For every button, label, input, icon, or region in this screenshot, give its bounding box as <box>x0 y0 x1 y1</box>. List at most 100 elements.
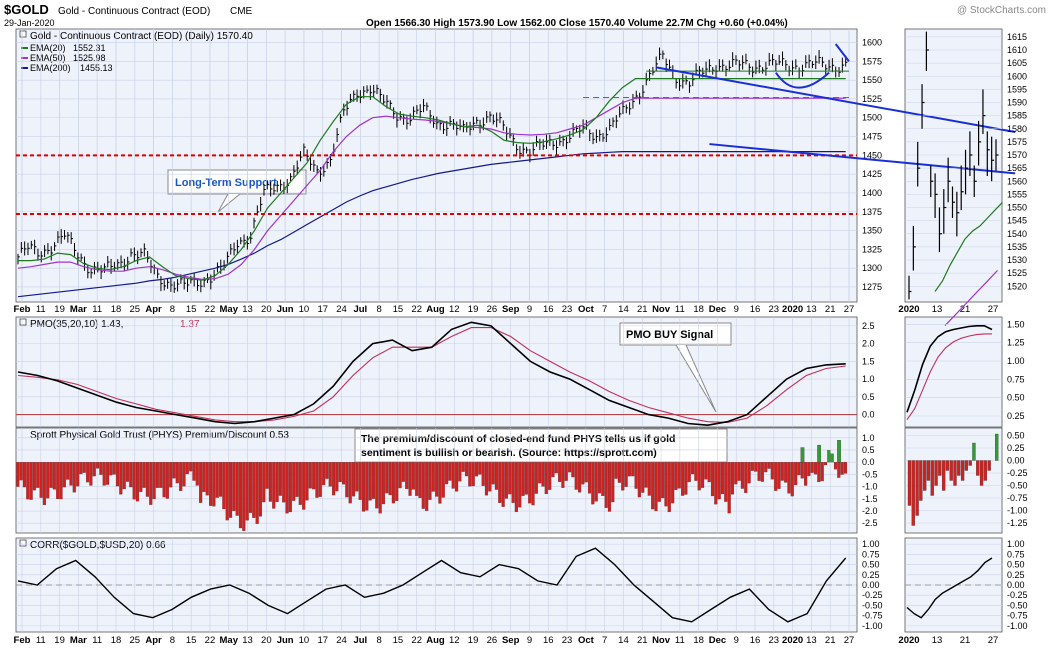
premium-bar <box>282 462 286 503</box>
x-tick-label: 12 <box>449 304 460 315</box>
x-tick-label: 18 <box>111 635 122 646</box>
premium-bar-zoom <box>915 460 919 516</box>
channel-upper-line <box>656 66 1016 134</box>
premium-bar-zoom <box>934 460 938 486</box>
premium-bar <box>767 462 771 469</box>
premium-bar <box>574 462 578 490</box>
premium-bar <box>361 462 366 512</box>
legend-ema200-value: 1455.13 <box>80 63 113 73</box>
y-tick-label: 1525 <box>862 94 882 104</box>
premium-bar <box>255 462 259 524</box>
premium-bar <box>541 462 545 487</box>
premium-bar <box>720 462 725 495</box>
x-tick-label: 19 <box>468 635 479 646</box>
x-tick-label: 18 <box>111 304 122 315</box>
premium-bar <box>498 462 502 503</box>
premium-bar <box>142 462 146 488</box>
premium-bar <box>122 462 126 490</box>
premium-bar <box>341 462 346 485</box>
premium-bar <box>704 462 708 480</box>
x-tick-label: 11 <box>36 304 46 315</box>
x-tick-label: 9 <box>734 304 739 315</box>
y-tick-label: -1.0 <box>862 482 878 492</box>
x-tick-label: 22 <box>411 304 422 315</box>
x-tick-label-zoom: 21 <box>960 635 971 646</box>
x-tick-label: 25 <box>129 304 140 315</box>
premium-bar <box>724 462 728 502</box>
cup-arc <box>775 71 830 89</box>
y-tick-label: 1475 <box>862 132 882 142</box>
premium-bar <box>617 462 622 483</box>
y-tick-label-zoom: 1575 <box>1007 137 1027 147</box>
ema200-line <box>17 151 846 298</box>
x-tick-label: Feb <box>14 635 31 646</box>
y-tick-label-zoom: 0.00 <box>1007 456 1025 466</box>
x-tick-label: 22 <box>205 304 216 315</box>
y-tick-label: 1275 <box>862 282 882 292</box>
premium-bar <box>405 462 409 489</box>
premium-bar <box>604 462 608 508</box>
premium-bar-zoom <box>983 460 987 481</box>
x-tick-label-zoom: 27 <box>988 304 999 315</box>
y-tick-label: 1425 <box>862 169 882 179</box>
x-tick-label: 2020 <box>782 635 803 646</box>
premium-bar <box>667 462 671 513</box>
premium-bar <box>531 462 535 506</box>
premium-bar <box>245 462 249 521</box>
x-tick-label: 23 <box>562 635 573 646</box>
panel-price-main <box>15 28 858 303</box>
premium-bar <box>611 462 615 503</box>
premium-bar <box>332 462 336 496</box>
x-tick-label: 22 <box>205 635 216 646</box>
y-tick-label-zoom: -0.75 <box>1007 611 1028 621</box>
y-tick-label-zoom: -1.00 <box>1007 506 1028 516</box>
premium-bar <box>607 462 612 512</box>
x-tick-label: Jun <box>277 635 294 646</box>
x-tick-label: Jul <box>353 304 367 315</box>
y-tick-label-zoom: -1.25 <box>1007 518 1028 528</box>
premium-bar <box>780 462 784 481</box>
premium-bar <box>627 462 631 477</box>
premium-bar <box>820 462 824 482</box>
premium-bar <box>518 462 522 508</box>
premium-bar <box>285 462 289 514</box>
y-tick-label-zoom: -0.25 <box>1007 590 1028 600</box>
x-tick-label: 8 <box>170 635 175 646</box>
y-tick-label-zoom: 1.00 <box>1007 356 1025 366</box>
premium-note: The premium/discount of closed-end fund … <box>354 428 728 463</box>
premium-bar <box>425 462 429 511</box>
premium-bar <box>514 462 518 513</box>
premium-bar <box>577 462 582 493</box>
premium-bar <box>644 462 648 488</box>
premium-bar <box>312 462 316 490</box>
y-tick-label: 1600 <box>862 38 882 48</box>
premium-bar <box>162 462 166 498</box>
x-tick-label: 11 <box>675 304 685 315</box>
x-tick-label: 17 <box>317 635 328 646</box>
premium-bar <box>348 462 352 504</box>
premium-bar <box>199 462 203 503</box>
price-title: Gold - Continuous Contract (EOD) (Daily)… <box>30 31 253 42</box>
premium-bar <box>634 462 638 489</box>
premium-bar-zoom <box>960 460 965 481</box>
premium-bar <box>740 462 744 489</box>
y-tick-label: -0.25 <box>862 590 883 600</box>
premium-bar <box>581 462 585 485</box>
x-tick-label: 10 <box>299 304 310 315</box>
premium-bar <box>145 462 149 497</box>
premium-bar <box>511 462 515 503</box>
premium-bar <box>39 462 43 498</box>
x-tick-label: 11 <box>675 635 685 646</box>
premium-bar <box>179 462 183 491</box>
x-tick-label: 7 <box>602 635 607 646</box>
premium-bar <box>295 462 299 497</box>
premium-bar <box>750 462 754 471</box>
premium-bar <box>777 462 781 489</box>
premium-bar-zoom <box>995 433 999 461</box>
quote-line: Open 1566.30 High 1573.90 Low 1562.00 Cl… <box>366 18 788 29</box>
y-tick-label-zoom: 0.75 <box>1007 549 1025 559</box>
premium-bar <box>451 462 455 489</box>
premium-bar <box>49 462 53 488</box>
premium-bar <box>202 462 206 493</box>
